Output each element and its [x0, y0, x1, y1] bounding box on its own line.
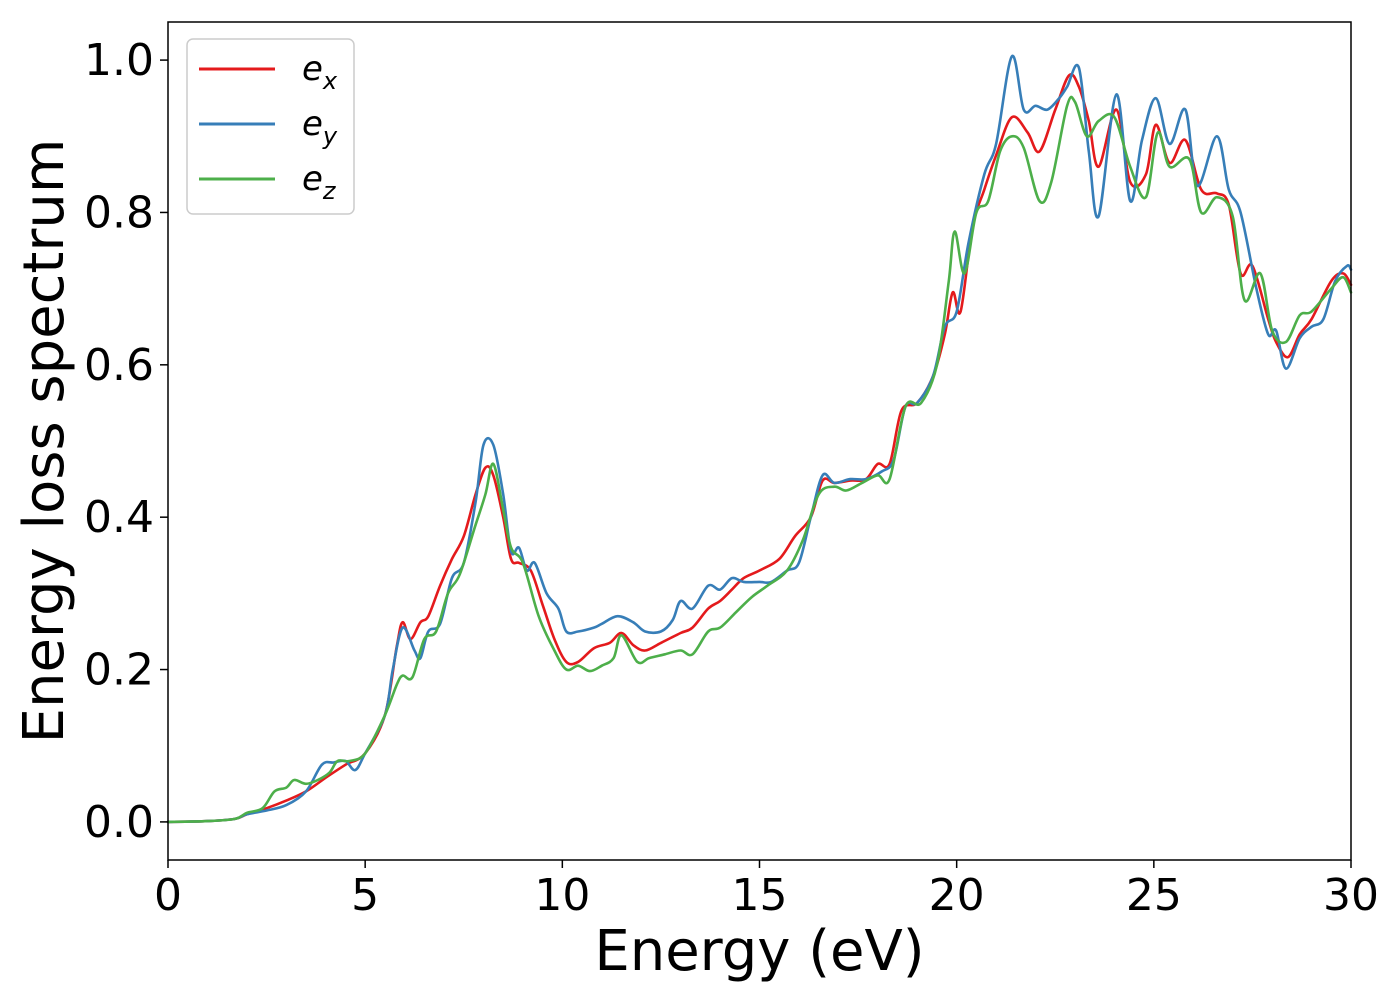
y-tick-label: 0.8 [84, 187, 154, 238]
x-tick-label: 30 [1323, 870, 1379, 921]
x-tick-label: 0 [154, 870, 182, 921]
plot-background [168, 22, 1351, 860]
y-tick-label: 0.0 [84, 797, 154, 848]
x-axis-title: Energy (eV) [594, 919, 924, 984]
x-tick-label: 20 [929, 870, 985, 921]
y-axis-title: Energy loss spectrum [12, 139, 77, 744]
y-tick-label: 0.2 [84, 645, 154, 696]
x-axis-ticks: 0 5 10 15 20 25 30 [154, 860, 1379, 921]
series-layer [166, 54, 1353, 824]
x-tick-label: 15 [732, 870, 788, 921]
legend-box [186, 38, 355, 215]
y-axis-ticks: 0.0 0.2 0.4 0.6 0.8 1.0 [84, 35, 168, 848]
series-line-e-z [166, 95, 1353, 824]
x-tick-label: 5 [351, 870, 379, 921]
x-tick-label: 10 [534, 870, 590, 921]
y-tick-label: 0.6 [84, 340, 154, 391]
x-tick-label: 25 [1126, 870, 1182, 921]
y-tick-label: 1.0 [84, 35, 154, 86]
y-tick-label: 0.4 [84, 492, 154, 543]
